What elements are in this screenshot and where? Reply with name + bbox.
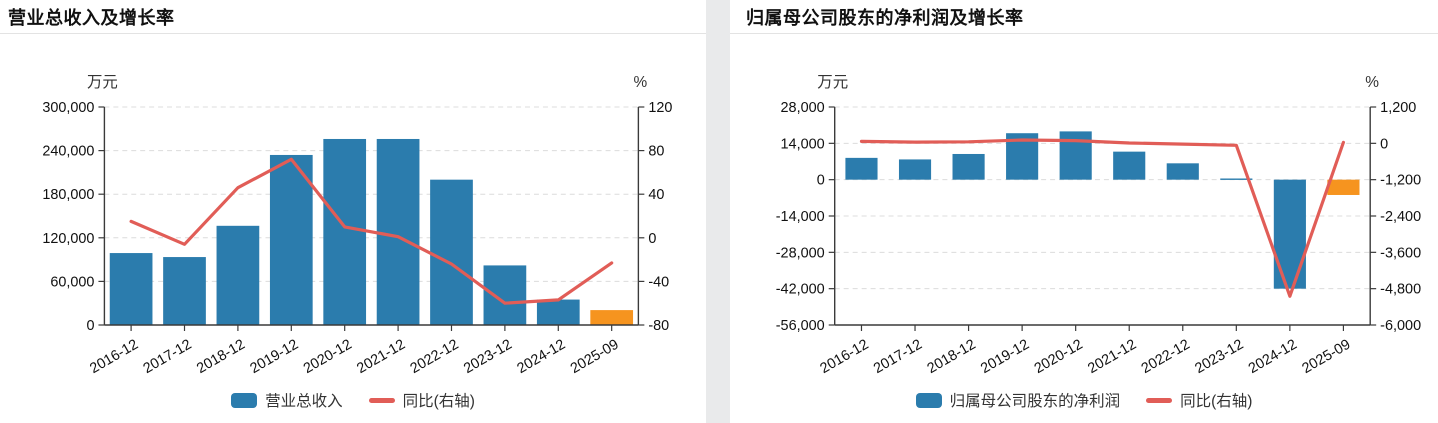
bar-2018-12 <box>952 153 985 180</box>
left-axis-tick-label: 28,000 <box>781 100 825 116</box>
left-axis-tick-label: -14,000 <box>776 209 825 225</box>
right-axis-tick-label: 1,200 <box>1380 100 1416 116</box>
legend-label-revenue: 营业总收入 <box>265 393 343 410</box>
left-axis-tick-label: 0 <box>86 318 94 334</box>
legend-item-net-profit-growth-line[interactable]: 同比(右轴) <box>1146 389 1252 411</box>
bar-2023-12 <box>1220 178 1253 180</box>
right-axis-tick-label: -4,800 <box>1380 282 1421 298</box>
x-axis-label-2024-12: 2024-12 <box>514 337 568 377</box>
x-axis-label-2023-12: 2023-12 <box>461 337 515 377</box>
x-axis-label-2016-12: 2016-12 <box>87 337 141 377</box>
x-axis-label-2017-12: 2017-12 <box>141 337 195 377</box>
right-axis-tick-label: -2,400 <box>1380 209 1421 225</box>
bar-series-swatch-icon <box>915 392 942 408</box>
left-axis-tick-label: 120,000 <box>42 231 94 247</box>
x-axis-label-2023-12: 2023-12 <box>1192 337 1246 377</box>
bar-2025-09 <box>1327 179 1360 195</box>
left-axis-unit-label: 万元 <box>87 74 118 91</box>
legend-item-revenue-growth-line[interactable]: 同比(右轴) <box>368 389 475 411</box>
x-axis-label-2020-12: 2020-12 <box>301 337 355 377</box>
revenue-chart-canvas: 300,000 240,000 180,000 120,000 60,000 0 120 80… <box>42 74 672 377</box>
bar-2022-12 <box>430 179 473 325</box>
x-axis-label-2025-09: 2025-09 <box>1299 337 1353 377</box>
bar-2017-12 <box>163 257 206 325</box>
right-axis-tick-label: -6,000 <box>1380 318 1421 334</box>
right-axis-tick-label: -3,600 <box>1380 245 1421 261</box>
right-axis-tick-label: 80 <box>648 144 664 160</box>
legend-label-net-profit: 归属母公司股东的净利润 <box>949 393 1121 410</box>
x-axis-label-2018-12: 2018-12 <box>925 337 979 377</box>
right-axis-tick-label: 40 <box>648 187 664 203</box>
legend-label-net-profit-growth: 同比(右轴) <box>1180 393 1253 410</box>
net-profit-legend: 归属母公司股东的净利润 同比(右轴) <box>730 386 1438 423</box>
x-axis-label-2022-12: 2022-12 <box>1139 337 1193 377</box>
x-axis-label-2017-12: 2017-12 <box>871 337 925 377</box>
x-axis-label-2018-12: 2018-12 <box>194 337 248 377</box>
bar-2025-09 <box>590 310 634 325</box>
bar-2021-12 <box>1113 151 1146 180</box>
legend-item-net-profit-bar[interactable]: 归属母公司股东的净利润 <box>915 389 1121 411</box>
x-axis-label-2019-12: 2019-12 <box>248 337 302 377</box>
net-profit-panel: 归属母公司股东的净利润及增长率 28,000 14,000 0 -14,000 -28,… <box>730 0 1438 423</box>
right-axis-tick-label: -40 <box>648 274 669 290</box>
bar-2021-12 <box>376 138 420 325</box>
left-axis-unit-label: 万元 <box>817 74 848 91</box>
bar-2018-12 <box>216 225 260 325</box>
right-axis-tick-label: 0 <box>648 231 656 247</box>
x-axis-label-2020-12: 2020-12 <box>1032 337 1086 377</box>
right-axis-tick-label: 120 <box>648 100 672 116</box>
left-axis-tick-label: 300,000 <box>42 100 94 116</box>
bar-2020-12 <box>1059 131 1092 180</box>
left-axis-tick-label: 14,000 <box>781 136 825 152</box>
panel-divider <box>706 0 730 423</box>
net-profit-chart-title: 归属母公司股东的净利润及增长率 <box>730 0 1438 34</box>
x-axis-label-2019-12: 2019-12 <box>978 337 1032 377</box>
legend-label-revenue-growth: 同比(右轴) <box>402 393 475 410</box>
bar-series-swatch-icon <box>231 392 258 408</box>
bar-2017-12 <box>898 159 932 180</box>
growth-line <box>129 157 614 305</box>
x-axis-label-2024-12: 2024-12 <box>1246 337 1300 377</box>
right-axis-tick-label: -1,200 <box>1380 173 1421 189</box>
bar-2022-12 <box>1166 163 1199 180</box>
left-axis-tick-label: 180,000 <box>42 187 94 203</box>
line-series-swatch-icon <box>1146 397 1173 403</box>
revenue-chart-title: 营业总收入及增长率 <box>0 0 706 34</box>
bar-2019-12 <box>269 154 313 325</box>
x-axis-label-2016-12: 2016-12 <box>818 337 872 377</box>
right-axis-tick-label: 0 <box>1380 136 1388 152</box>
right-axis-unit-label: % <box>1365 74 1379 91</box>
left-axis-tick-label: 60,000 <box>50 274 94 290</box>
left-axis-tick-label: -56,000 <box>776 318 825 334</box>
left-axis-tick-label: -28,000 <box>776 245 825 261</box>
left-axis-tick-label: 0 <box>817 173 825 189</box>
line-series-swatch-icon <box>368 397 395 403</box>
right-axis-unit-label: % <box>634 74 648 91</box>
left-axis-tick-label: -42,000 <box>776 282 825 298</box>
x-axis-label-2021-12: 2021-12 <box>354 337 408 377</box>
bar-2023-12 <box>483 265 527 325</box>
bar-2016-12 <box>845 157 878 180</box>
x-axis-label-2025-09: 2025-09 <box>568 337 622 377</box>
growth-line <box>859 138 1346 298</box>
right-axis-tick-label: -80 <box>648 318 669 334</box>
legend-item-revenue-bar[interactable]: 营业总收入 <box>231 389 343 411</box>
left-axis-tick-label: 240,000 <box>42 144 94 160</box>
x-axis-label-2021-12: 2021-12 <box>1085 337 1139 377</box>
revenue-legend: 营业总收入 同比(右轴) <box>0 386 706 423</box>
bar-2020-12 <box>323 138 367 325</box>
bar-2024-12 <box>536 299 580 325</box>
x-axis-label-2022-12: 2022-12 <box>408 337 462 377</box>
revenue-panel: 营业总收入及增长率 300,000 240,000 180,000 120,000 60… <box>0 0 706 423</box>
bar-2024-12 <box>1273 179 1306 289</box>
net-profit-chart-canvas: 28,000 14,000 0 -14,000 -28,000 -42,000 -56,00… <box>776 74 1421 377</box>
bar-2016-12 <box>109 253 153 325</box>
